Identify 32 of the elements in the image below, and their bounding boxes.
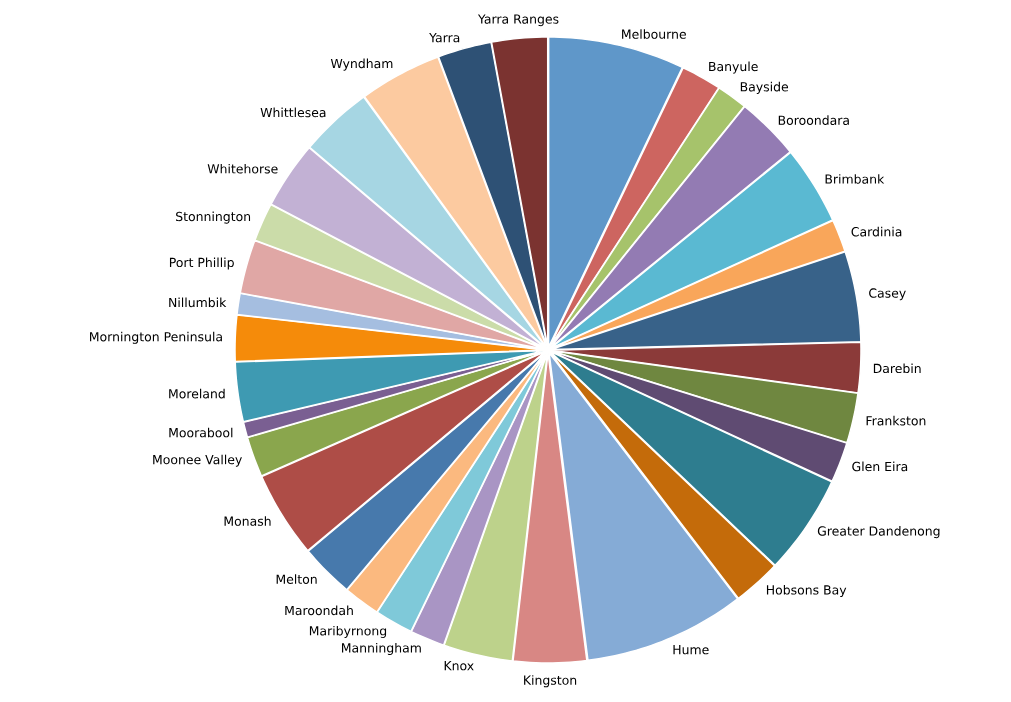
slice-label: Mornington Peninsula	[90, 331, 222, 344]
slice-label: Cardinia	[851, 226, 902, 237]
slice-label: Wyndham	[330, 58, 393, 71]
slice-label: Nillumbik	[169, 297, 227, 308]
slice-label: Greater Dandenong	[817, 526, 940, 539]
slice-label: Darebin	[873, 363, 921, 374]
slice-label: Whitehorse	[207, 163, 278, 174]
slice-label: Frankston	[866, 415, 926, 426]
slice-label: Maribyrnong	[309, 625, 387, 638]
slice-label: Monash	[224, 516, 271, 526]
slice-label: Glen Eira	[852, 461, 908, 472]
slice-label: Melton	[276, 574, 317, 584]
slice-label: Stonnington	[176, 211, 251, 224]
slice-label: Yarra	[429, 33, 460, 43]
slice-label: Melbourne	[622, 29, 686, 39]
slice-label: Kingston	[524, 675, 577, 688]
slice-label: Moorabool	[169, 427, 233, 438]
slice-label: Boroondara	[778, 115, 849, 125]
slice-label: Hume	[673, 645, 709, 655]
slice-label: Port Phillip	[169, 257, 234, 270]
slice-label: Hobsons Bay	[766, 584, 847, 598]
slice-label: Whittlesea	[260, 107, 326, 118]
slice-label: Moreland	[169, 388, 225, 399]
slice-label: Moonee Valley	[153, 454, 242, 467]
slice-label: Manningham	[342, 642, 421, 655]
slice-label: Yarra Ranges	[477, 14, 559, 27]
slice-label: Maroondah	[285, 605, 353, 616]
slice-label: Bayside	[740, 81, 789, 94]
slice-label: Banyule	[709, 61, 758, 74]
slice-label: Knox	[444, 661, 474, 671]
slice-label: Brimbank	[825, 174, 885, 184]
slice-label: Casey	[869, 288, 906, 301]
